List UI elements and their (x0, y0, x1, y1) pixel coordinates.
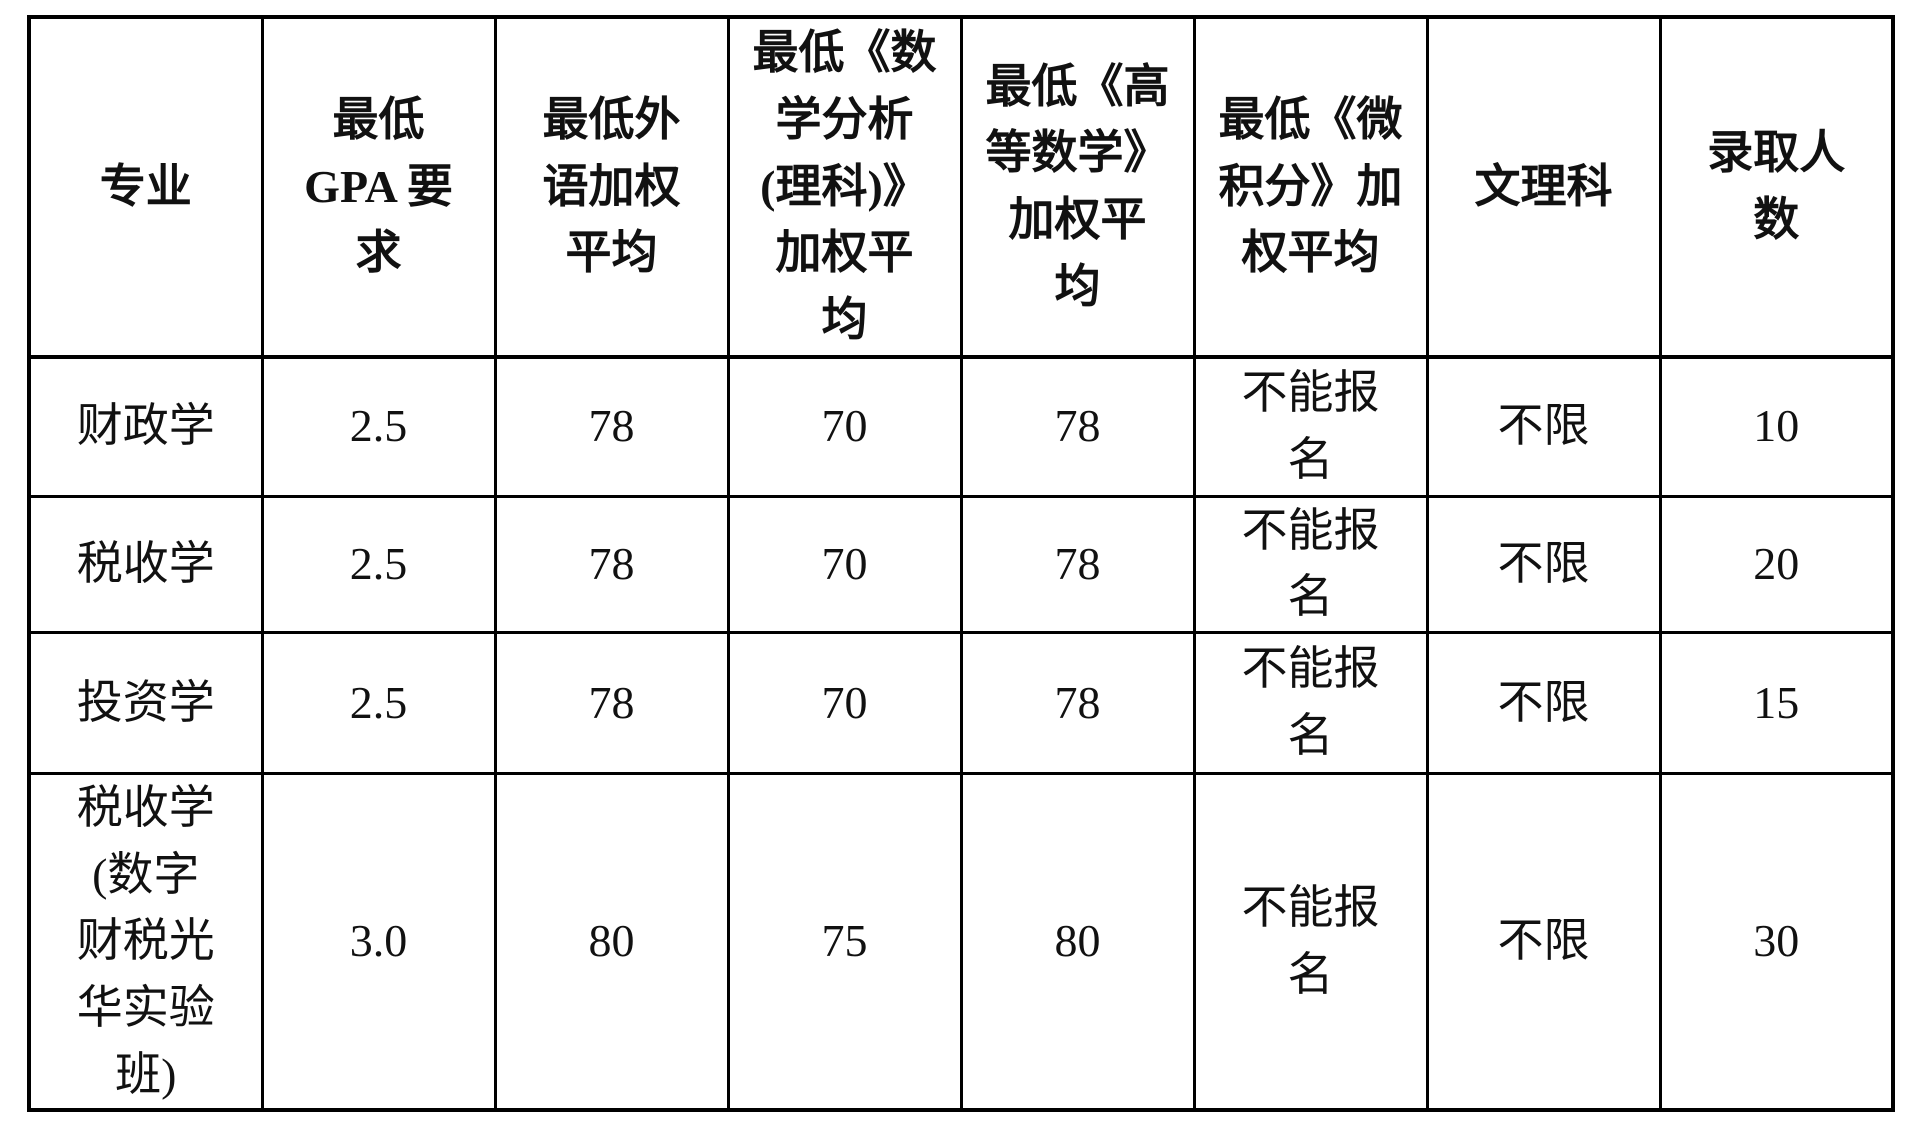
table-row: 投资学 2.5 78 70 78 不能报 名 不限 15 (27, 630, 1895, 775)
header-min-calculus: 最低《微 积分》加 权平均 (1192, 15, 1429, 359)
cell-admission-count: 10 (1658, 355, 1895, 498)
header-row: 专业 最低 GPA 要 求 最低外 语加权 平均 最低《数 学分析 (理科)》 … (27, 15, 1895, 359)
cell-min-foreign-language: 78 (493, 355, 730, 498)
table-row: 财政学 2.5 78 70 78 不能报 名 不限 10 (27, 355, 1895, 498)
cell-min-calculus: 不能报 名 (1192, 355, 1429, 498)
cell-min-math-analysis: 70 (726, 355, 963, 498)
cell-min-foreign-language: 80 (493, 771, 730, 1112)
header-min-gpa: 最低 GPA 要 求 (260, 15, 497, 359)
admissions-table-container: 专业 最低 GPA 要 求 最低外 语加权 平均 最低《数 学分析 (理科)》 … (27, 15, 1895, 1113)
cell-arts-science: 不限 (1425, 630, 1662, 775)
header-min-advanced-math: 最低《高 等数学》 加权平 均 (959, 15, 1196, 359)
cell-min-gpa: 2.5 (260, 494, 497, 634)
cell-min-foreign-language: 78 (493, 494, 730, 634)
cell-min-gpa: 2.5 (260, 630, 497, 775)
cell-min-math-analysis: 75 (726, 771, 963, 1112)
header-arts-science: 文理科 (1425, 15, 1662, 359)
cell-min-advanced-math: 78 (959, 355, 1196, 498)
header-min-math-analysis: 最低《数 学分析 (理科)》 加权平 均 (726, 15, 963, 359)
header-admission-count: 录取人 数 (1658, 15, 1895, 359)
cell-admission-count: 20 (1658, 494, 1895, 634)
header-major: 专业 (27, 15, 264, 359)
cell-min-gpa: 3.0 (260, 771, 497, 1112)
cell-min-foreign-language: 78 (493, 630, 730, 775)
cell-min-calculus: 不能报 名 (1192, 771, 1429, 1112)
table-row: 税收学 2.5 78 70 78 不能报 名 不限 20 (27, 494, 1895, 634)
cell-arts-science: 不限 (1425, 494, 1662, 634)
cell-admission-count: 15 (1658, 630, 1895, 775)
cell-arts-science: 不限 (1425, 355, 1662, 498)
cell-major: 税收学 (27, 494, 264, 634)
header-min-foreign-language: 最低外 语加权 平均 (493, 15, 730, 359)
cell-min-math-analysis: 70 (726, 494, 963, 634)
admissions-table: 专业 最低 GPA 要 求 最低外 语加权 平均 最低《数 学分析 (理科)》 … (27, 15, 1895, 1113)
cell-min-math-analysis: 70 (726, 630, 963, 775)
cell-major: 投资学 (27, 630, 264, 775)
cell-min-calculus: 不能报 名 (1192, 494, 1429, 634)
cell-admission-count: 30 (1658, 771, 1895, 1112)
cell-min-advanced-math: 80 (959, 771, 1196, 1112)
cell-min-advanced-math: 78 (959, 630, 1196, 775)
cell-arts-science: 不限 (1425, 771, 1662, 1112)
cell-major: 税收学 (数字 财税光 华实验 班) (27, 771, 264, 1112)
cell-min-calculus: 不能报 名 (1192, 630, 1429, 775)
cell-min-gpa: 2.5 (260, 355, 497, 498)
table-row: 税收学 (数字 财税光 华实验 班) 3.0 80 75 80 不能报 名 不限… (27, 771, 1895, 1112)
cell-major: 财政学 (27, 355, 264, 498)
cell-min-advanced-math: 78 (959, 494, 1196, 634)
